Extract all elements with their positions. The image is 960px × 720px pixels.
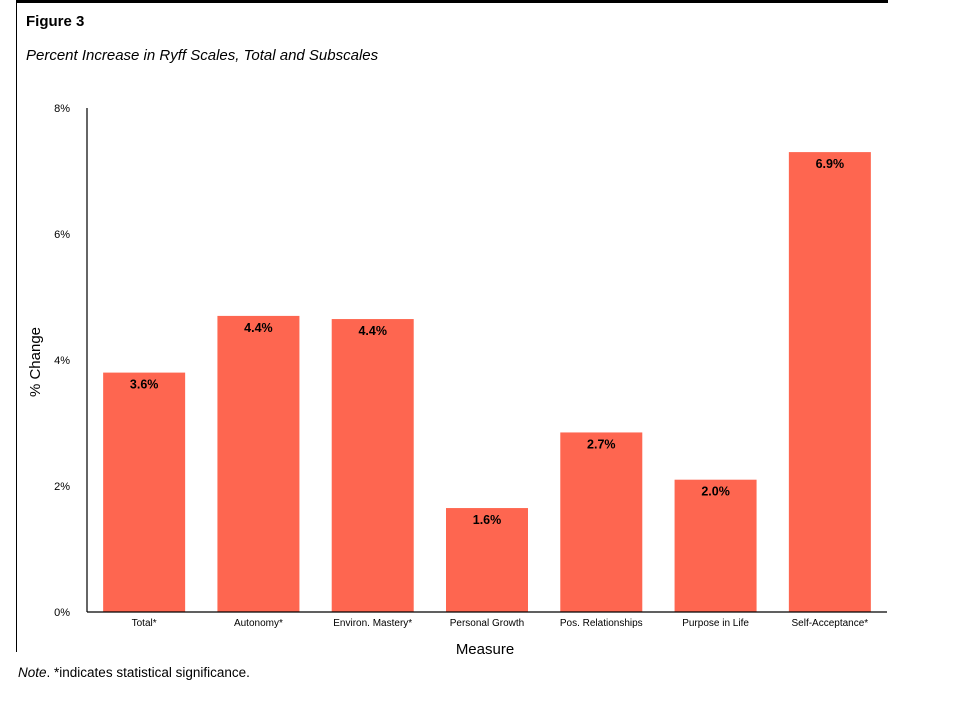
x-axis-title: Measure bbox=[456, 641, 514, 658]
figure-label: Figure 3 bbox=[26, 13, 85, 30]
bar-1 bbox=[217, 315, 300, 612]
data-label-3: 1.6% bbox=[473, 513, 502, 527]
x-tick-label-0: Total* bbox=[132, 618, 157, 629]
note-text: . *indicates statistical significance. bbox=[46, 665, 250, 680]
y-tick-label-0: 0% bbox=[54, 607, 70, 619]
x-tick-label-3: Personal Growth bbox=[450, 618, 524, 629]
bars-group: 3.6% 4.4% 4.4% 1.6% 2.7% 2.0% 6.9% bbox=[103, 152, 871, 612]
x-tick-label-4: Pos. Relationships bbox=[560, 618, 643, 629]
y-tick-label-2: 4% bbox=[54, 355, 70, 367]
data-label-6: 6.9% bbox=[816, 157, 845, 171]
y-tick-label-3: 6% bbox=[54, 229, 70, 241]
y-tick-label-1: 2% bbox=[54, 481, 70, 493]
x-tick-label-5: Purpose in Life bbox=[682, 618, 749, 629]
data-label-4: 2.7% bbox=[587, 437, 616, 451]
top-border bbox=[16, 0, 888, 3]
left-border bbox=[16, 0, 17, 652]
bar-4 bbox=[560, 432, 643, 612]
bar-0 bbox=[103, 372, 186, 612]
figure-title: Percent Increase in Ryff Scales, Total a… bbox=[26, 47, 379, 64]
data-label-0: 3.6% bbox=[130, 378, 159, 392]
x-tick-label-1: Autonomy* bbox=[234, 618, 283, 629]
bar-3 bbox=[446, 508, 528, 612]
x-tick-label-6: Self-Acceptance* bbox=[791, 618, 868, 629]
x-tick-label-2: Environ. Mastery* bbox=[333, 618, 412, 629]
data-label-1: 4.4% bbox=[244, 321, 273, 335]
note-label: Note bbox=[18, 665, 47, 680]
y-axis: 0% 2% 4% 6% 8% bbox=[54, 103, 88, 619]
y-axis-title: % Change bbox=[27, 327, 44, 397]
bar-2 bbox=[331, 319, 414, 612]
data-label-2: 4.4% bbox=[358, 324, 387, 338]
note: Note. *indicates statistical significanc… bbox=[18, 665, 250, 680]
y-tick-label-4: 8% bbox=[54, 103, 70, 115]
bar-6 bbox=[788, 152, 871, 612]
data-label-5: 2.0% bbox=[701, 485, 730, 499]
bar-5 bbox=[674, 479, 757, 612]
x-axis: Total* Autonomy* Environ. Mastery* Personal… bbox=[87, 611, 887, 629]
